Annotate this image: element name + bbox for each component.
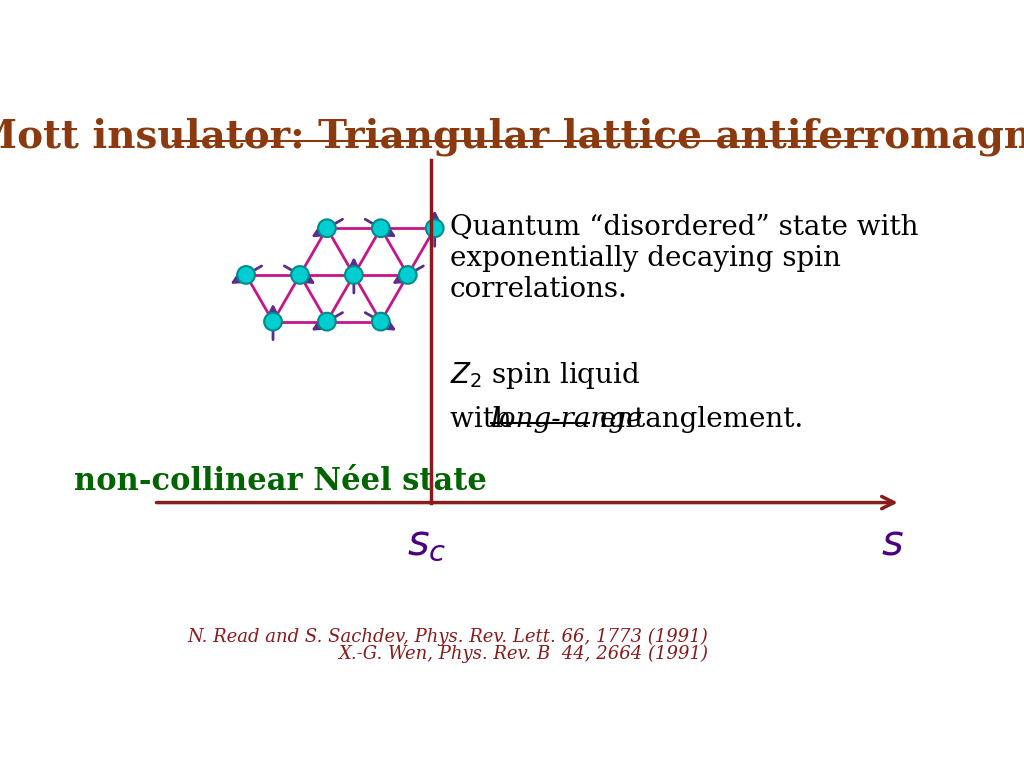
Text: $\mathit{s}$: $\mathit{s}$: [882, 521, 904, 564]
Circle shape: [264, 313, 282, 330]
Circle shape: [372, 313, 390, 330]
Text: Quantum “disordered” state with
exponentially decaying spin
correlations.: Quantum “disordered” state with exponent…: [451, 214, 919, 303]
Circle shape: [318, 220, 336, 237]
Circle shape: [372, 220, 390, 237]
Circle shape: [318, 313, 336, 330]
Circle shape: [345, 266, 362, 284]
Text: $Z_2$ spin liquid: $Z_2$ spin liquid: [451, 360, 640, 391]
Text: with: with: [451, 406, 521, 433]
Text: non-collinear Néel state: non-collinear Néel state: [75, 466, 487, 498]
Circle shape: [426, 220, 443, 237]
Text: long-range: long-range: [490, 406, 643, 433]
Circle shape: [399, 266, 417, 284]
Circle shape: [238, 266, 255, 284]
Circle shape: [291, 266, 309, 284]
Text: X.-G. Wen, Phys. Rev. B  44, 2664 (1991): X.-G. Wen, Phys. Rev. B 44, 2664 (1991): [338, 645, 708, 664]
Text: entanglement.: entanglement.: [591, 406, 803, 433]
Text: Mott insulator: Triangular lattice antiferromagnet: Mott insulator: Triangular lattice antif…: [0, 118, 1024, 156]
Text: $\mathit{s}_{\mathit{c}}$: $\mathit{s}_{\mathit{c}}$: [408, 521, 446, 564]
Text: N. Read and S. Sachdev, Phys. Rev. Lett. 66, 1773 (1991): N. Read and S. Sachdev, Phys. Rev. Lett.…: [187, 628, 708, 647]
